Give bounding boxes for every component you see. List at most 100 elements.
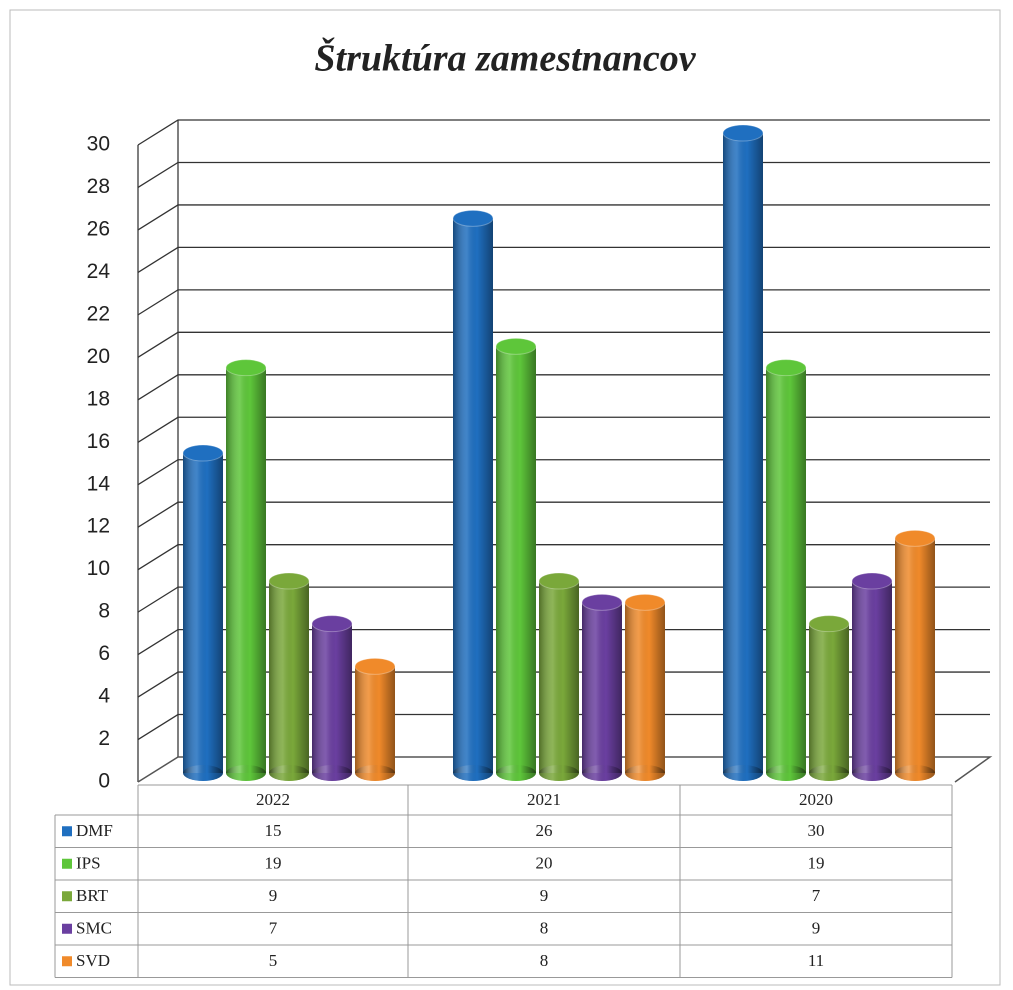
- grid-line: [137, 586, 990, 613]
- bar-base-shade: [312, 765, 352, 781]
- table-value: 8: [540, 951, 549, 970]
- bar-top: [354, 657, 396, 675]
- table-value: 26: [536, 821, 553, 840]
- grid-line: [137, 416, 990, 443]
- y-tick-label: 6: [98, 642, 110, 665]
- table-value: 11: [808, 951, 824, 970]
- y-tick-label: 2: [98, 727, 110, 750]
- table-value: 9: [269, 886, 278, 905]
- y-tick-label: 14: [87, 472, 111, 495]
- table-value: 19: [808, 854, 825, 873]
- table-value: 9: [540, 886, 549, 905]
- bar-top: [182, 444, 224, 462]
- bar-base-shade: [453, 765, 493, 781]
- grid-line: [137, 119, 990, 146]
- table-value: 19: [265, 854, 282, 873]
- bar-base-shade: [625, 765, 665, 781]
- y-tick-label: 0: [98, 770, 110, 793]
- legend-swatch: [62, 858, 72, 869]
- y-tick-label: 10: [87, 557, 110, 580]
- bar-base-shade: [183, 765, 223, 781]
- x-tick-label: 2022: [256, 790, 290, 809]
- bar-base-shade: [766, 765, 806, 781]
- bar-shade: [852, 581, 892, 773]
- grid-line: [137, 246, 990, 273]
- legend-swatch: [62, 923, 72, 934]
- y-tick-label: 28: [87, 175, 110, 198]
- bar-base-shade: [355, 765, 395, 781]
- table-value: 20: [536, 854, 553, 873]
- bar-base-shade: [723, 765, 763, 781]
- table-value: 15: [265, 821, 282, 840]
- grid-line: [137, 713, 990, 741]
- y-tick-label: 18: [87, 387, 110, 410]
- bar-shade: [809, 623, 849, 773]
- bar-top: [624, 593, 666, 611]
- legend-label: SMC: [76, 919, 112, 938]
- bar-base-shade: [895, 765, 935, 781]
- bar-top: [765, 359, 807, 377]
- bar-top: [311, 615, 353, 633]
- grid-line: [137, 161, 990, 189]
- y-tick-label: 26: [87, 217, 110, 240]
- bar-base-shade: [496, 765, 536, 781]
- legend-label: DMF: [76, 821, 113, 840]
- y-tick-label: 20: [87, 345, 110, 368]
- y-tick-label: 16: [87, 430, 110, 453]
- bar-base-shade: [269, 765, 309, 781]
- table-value: 30: [808, 821, 825, 840]
- legend-label: SVD: [76, 951, 110, 970]
- bar-shade: [539, 581, 579, 773]
- bar-shade: [269, 581, 309, 773]
- bar-shade: [625, 602, 665, 773]
- table-value: 7: [269, 919, 278, 938]
- grid-line: [137, 544, 990, 571]
- bar-top: [495, 337, 537, 355]
- bar-shade: [582, 602, 622, 773]
- grid-line: [137, 289, 990, 316]
- grid-line: [137, 331, 990, 358]
- grid-line: [137, 628, 990, 656]
- y-tick-label: 4: [98, 685, 110, 708]
- legend-swatch: [62, 891, 72, 902]
- table-value: 9: [812, 919, 821, 938]
- bar-base-shade: [809, 765, 849, 781]
- bar-base-shade: [539, 765, 579, 781]
- bar-top: [894, 529, 936, 547]
- bar-shade: [766, 367, 806, 773]
- y-tick-label: 8: [98, 600, 110, 623]
- legend-swatch: [62, 826, 72, 837]
- grid-line: [137, 501, 990, 528]
- bar-shade: [355, 666, 395, 773]
- grid-line: [137, 374, 990, 401]
- y-tick-label: 12: [87, 515, 110, 538]
- bar-top: [268, 572, 310, 590]
- bar-shade: [723, 133, 763, 773]
- bar-top: [538, 572, 580, 590]
- legend-label: BRT: [76, 886, 109, 905]
- chart-title: Štruktúra zamestnancov: [314, 37, 696, 80]
- bar-top: [722, 124, 764, 142]
- grid-line: [137, 671, 990, 698]
- x-tick-label: 2020: [799, 790, 833, 809]
- table-value: 5: [269, 951, 278, 970]
- bar-shade: [226, 367, 266, 773]
- x-tick-label: 2021: [527, 790, 561, 809]
- bar-top: [851, 572, 893, 590]
- y-tick-label: 30: [87, 133, 110, 156]
- bar-top: [225, 359, 267, 377]
- y-tick-label: 22: [87, 302, 110, 325]
- grid-line: [137, 204, 990, 231]
- bar-shade: [453, 218, 493, 774]
- bar-shade: [496, 346, 536, 773]
- legend-swatch: [62, 956, 72, 967]
- table-value: 7: [812, 886, 821, 905]
- bar-top: [808, 615, 850, 633]
- bar-shade: [895, 538, 935, 773]
- legend-label: IPS: [76, 854, 101, 873]
- bar-base-shade: [852, 765, 892, 781]
- y-tick-label: 24: [87, 260, 111, 283]
- bar-top: [452, 209, 494, 227]
- bar-shade: [183, 453, 223, 773]
